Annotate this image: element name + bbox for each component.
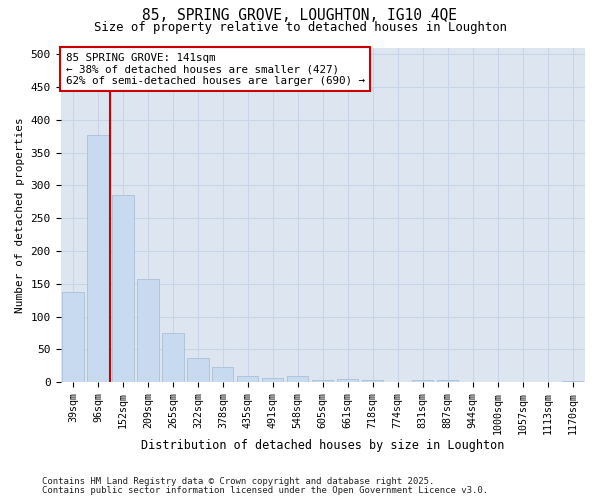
Bar: [312, 380, 334, 382]
Bar: [262, 378, 283, 382]
Bar: [412, 380, 433, 382]
Text: Contains HM Land Registry data © Crown copyright and database right 2025.: Contains HM Land Registry data © Crown c…: [42, 477, 434, 486]
Bar: [137, 278, 158, 382]
Text: 85, SPRING GROVE, LOUGHTON, IG10 4QE: 85, SPRING GROVE, LOUGHTON, IG10 4QE: [143, 8, 458, 22]
Text: Contains public sector information licensed under the Open Government Licence v3: Contains public sector information licen…: [42, 486, 488, 495]
X-axis label: Distribution of detached houses by size in Loughton: Distribution of detached houses by size …: [141, 440, 505, 452]
Bar: [287, 376, 308, 382]
Bar: [187, 358, 209, 382]
Bar: [237, 376, 259, 382]
Bar: [163, 333, 184, 382]
Bar: [112, 194, 134, 382]
Y-axis label: Number of detached properties: Number of detached properties: [15, 117, 25, 312]
Bar: [562, 381, 583, 382]
Bar: [362, 380, 383, 382]
Bar: [212, 367, 233, 382]
Text: 85 SPRING GROVE: 141sqm
← 38% of detached houses are smaller (427)
62% of semi-d: 85 SPRING GROVE: 141sqm ← 38% of detache…: [66, 52, 365, 86]
Bar: [62, 292, 83, 382]
Bar: [337, 379, 358, 382]
Bar: [88, 135, 109, 382]
Bar: [437, 380, 458, 382]
Text: Size of property relative to detached houses in Loughton: Size of property relative to detached ho…: [94, 21, 506, 34]
